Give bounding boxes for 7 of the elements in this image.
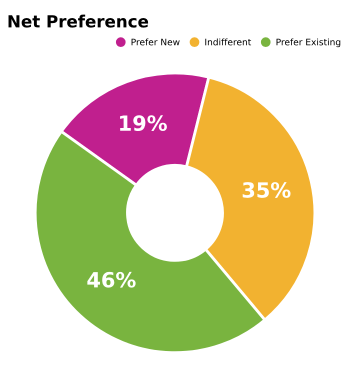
data-label: 35% (242, 182, 291, 198)
legend-label: Prefer New (132, 38, 180, 46)
legend-label: Prefer Existing (276, 38, 340, 48)
legend-label: Indifferent (205, 38, 252, 46)
data-label: 46% (87, 272, 136, 288)
chart-title: Net Preference (8, 14, 148, 28)
data-label: 19% (120, 115, 167, 131)
